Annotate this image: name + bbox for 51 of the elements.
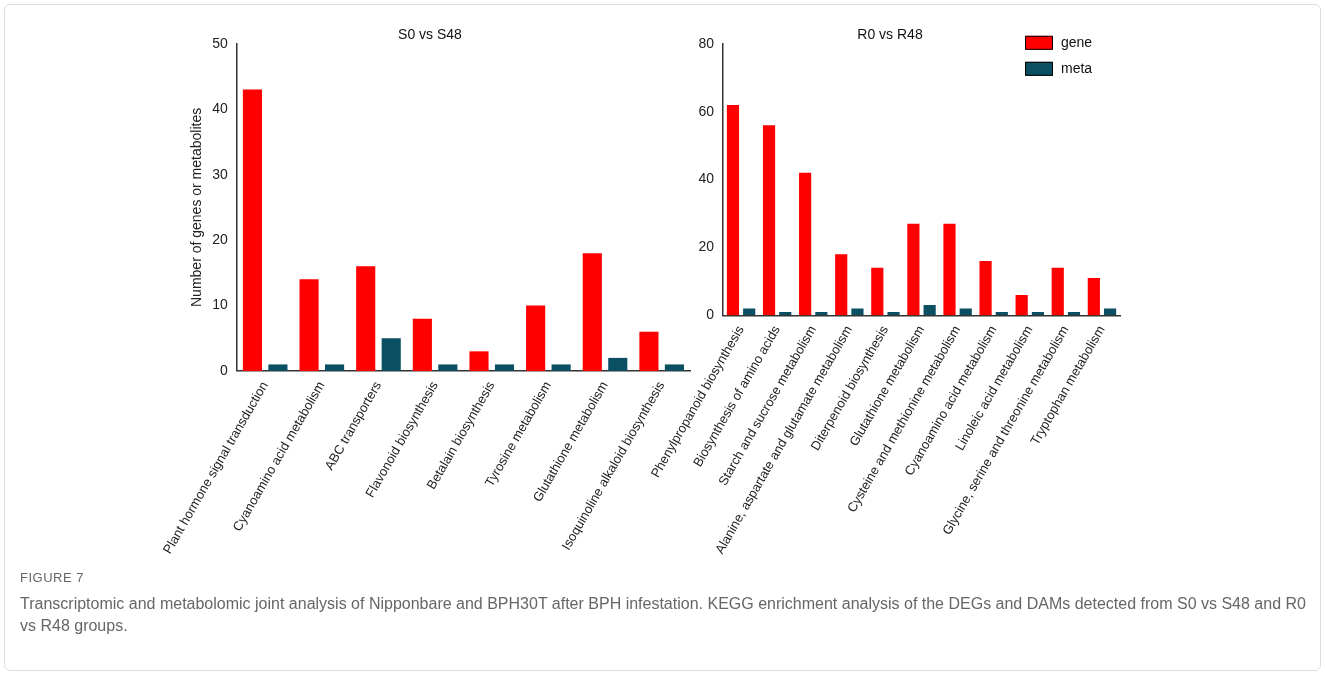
bar [907,223,920,316]
bar [851,308,864,316]
chart-title: R0 vs R48 [857,26,923,43]
bar [762,125,776,316]
bar [494,364,515,371]
bar [871,267,884,316]
y-tick-label: 20 [212,230,229,247]
y-tick-label: 80 [698,34,715,51]
y-tick-label: 40 [212,100,229,117]
bar [242,89,262,371]
bar [835,254,848,316]
y-tick-label: 60 [698,102,715,119]
bar [1015,294,1028,316]
bar [381,338,401,371]
y-tick-label: 20 [698,238,715,255]
bar [959,308,972,316]
y-tick-label: 0 [706,306,715,323]
bar [743,308,756,316]
y-tick-label: 50 [212,34,229,51]
bar [438,364,458,371]
bar [268,364,288,371]
bar [799,172,812,316]
y-tick-label: 10 [212,296,229,313]
bar [299,279,319,371]
legend-label: gene [1061,33,1093,50]
bar [1051,267,1064,316]
bar [726,104,740,316]
caption: FIGURE 7 [20,569,85,587]
y-tick-label: 40 [698,170,715,187]
bar [664,364,684,371]
bar [979,260,992,316]
bar [923,305,936,316]
chart-title: S0 vs S48 [398,26,463,43]
legend-label: meta [1061,59,1093,76]
bar [526,305,546,371]
bar [887,311,900,316]
y-axis-title: Number of genes or metabolites [187,107,204,307]
bar [608,357,628,371]
bar [943,223,956,316]
text: Transcriptomic and metabolomic joint analysis of Nipponbare and BPH30T after BPH infestation. KEGG enrichment analysis of the DEGs and DAMs detected from S0 vs S48 and R0 vs R48 groups. [20,594,1307,636]
bar [356,266,376,371]
bar [412,318,432,371]
bar [325,364,345,371]
bar [639,331,659,371]
bar [1087,277,1100,316]
bar [582,253,602,371]
y-tick-label: 30 [212,165,229,182]
bar [551,364,571,371]
bar [1103,308,1117,316]
y-tick-label: 0 [220,361,229,378]
bar [469,351,489,371]
